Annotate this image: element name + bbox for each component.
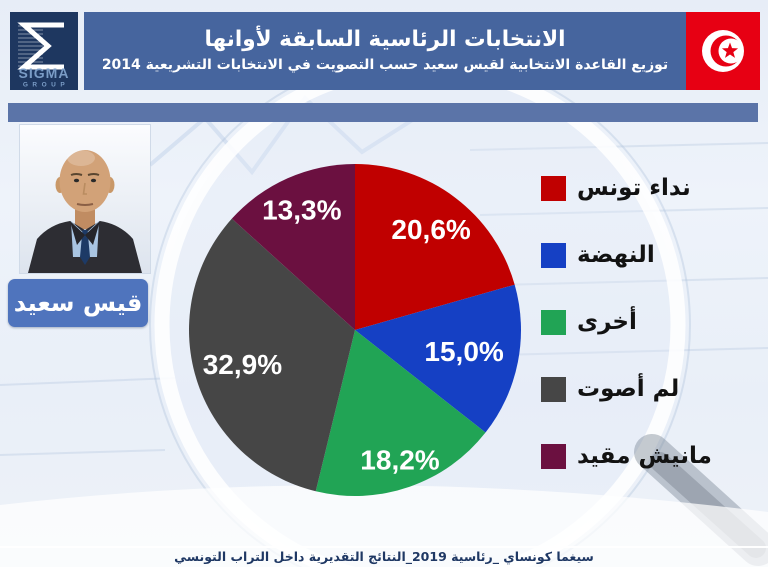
footer-caption: سيغما كونساي _رئاسية 2019_النتائج التقدي… xyxy=(174,549,594,564)
chart-legend: نداء تونس النهضة أخرى لم أصوت مانيش مقيد xyxy=(541,176,766,469)
legend-item-ennahda: النهضة xyxy=(541,243,766,268)
legend-label-others: أخرى xyxy=(577,309,637,335)
header-underline-band xyxy=(8,103,758,122)
legend-label-nidaa-tounes: نداء تونس xyxy=(577,175,691,201)
header-banner: الانتخابات الرئاسية السابقة لأوانها توزي… xyxy=(84,12,686,90)
pie-slice-4 xyxy=(231,164,355,330)
candidate-name-label: قيس سعيد xyxy=(13,289,143,317)
page-title: الانتخابات الرئاسية السابقة لأوانها xyxy=(204,27,566,53)
footer-divider xyxy=(0,546,768,548)
legend-swatch-others xyxy=(541,310,566,335)
legend-item-did-not-vote: لم أصوت xyxy=(541,377,766,402)
pie-slice-3 xyxy=(189,218,355,492)
legend-item-not-registered: مانيش مقيد xyxy=(541,444,766,469)
legend-item-others: أخرى xyxy=(541,310,766,335)
pie-chart-svg: 20,6% 15,0% 18,2% 32,9% 13,3% xyxy=(189,164,522,496)
pie-value-label-1: 15,0% xyxy=(424,336,503,367)
kais-saied-portrait-icon xyxy=(20,125,150,273)
pie-chart: 20,6% 15,0% 18,2% 32,9% 13,3% xyxy=(186,161,524,499)
sigma-glyph-icon: SIGMA GROUP xyxy=(17,22,70,89)
sigma-logo: SIGMA GROUP xyxy=(10,12,78,90)
pie-slice-1 xyxy=(355,284,522,433)
pie-slice-0 xyxy=(355,164,515,330)
pie-value-label-0: 20,6% xyxy=(391,214,470,245)
pie-value-label-3: 32,9% xyxy=(203,349,282,380)
pie-slice-2 xyxy=(315,330,486,496)
sigma-logo-group: GROUP xyxy=(23,82,69,89)
tunisia-flag-icon xyxy=(686,12,760,90)
sigma-logo-name: SIGMA xyxy=(19,65,70,81)
legend-label-did-not-vote: لم أصوت xyxy=(577,376,680,402)
legend-swatch-nidaa-tounes xyxy=(541,176,566,201)
pie-value-label-4: 13,3% xyxy=(262,195,341,226)
legend-item-nidaa-tounes: نداء تونس xyxy=(541,176,766,201)
legend-swatch-ennahda xyxy=(541,243,566,268)
legend-swatch-did-not-vote xyxy=(541,377,566,402)
page-subtitle: توزيع القاعدة الانتخابية لقيس سعيد حسب ا… xyxy=(101,56,669,73)
pie-value-label-2: 18,2% xyxy=(360,445,439,476)
legend-swatch-not-registered xyxy=(541,444,566,469)
legend-label-ennahda: النهضة xyxy=(577,242,655,268)
legend-label-not-registered: مانيش مقيد xyxy=(577,443,712,469)
candidate-name-badge: قيس سعيد xyxy=(8,279,148,327)
